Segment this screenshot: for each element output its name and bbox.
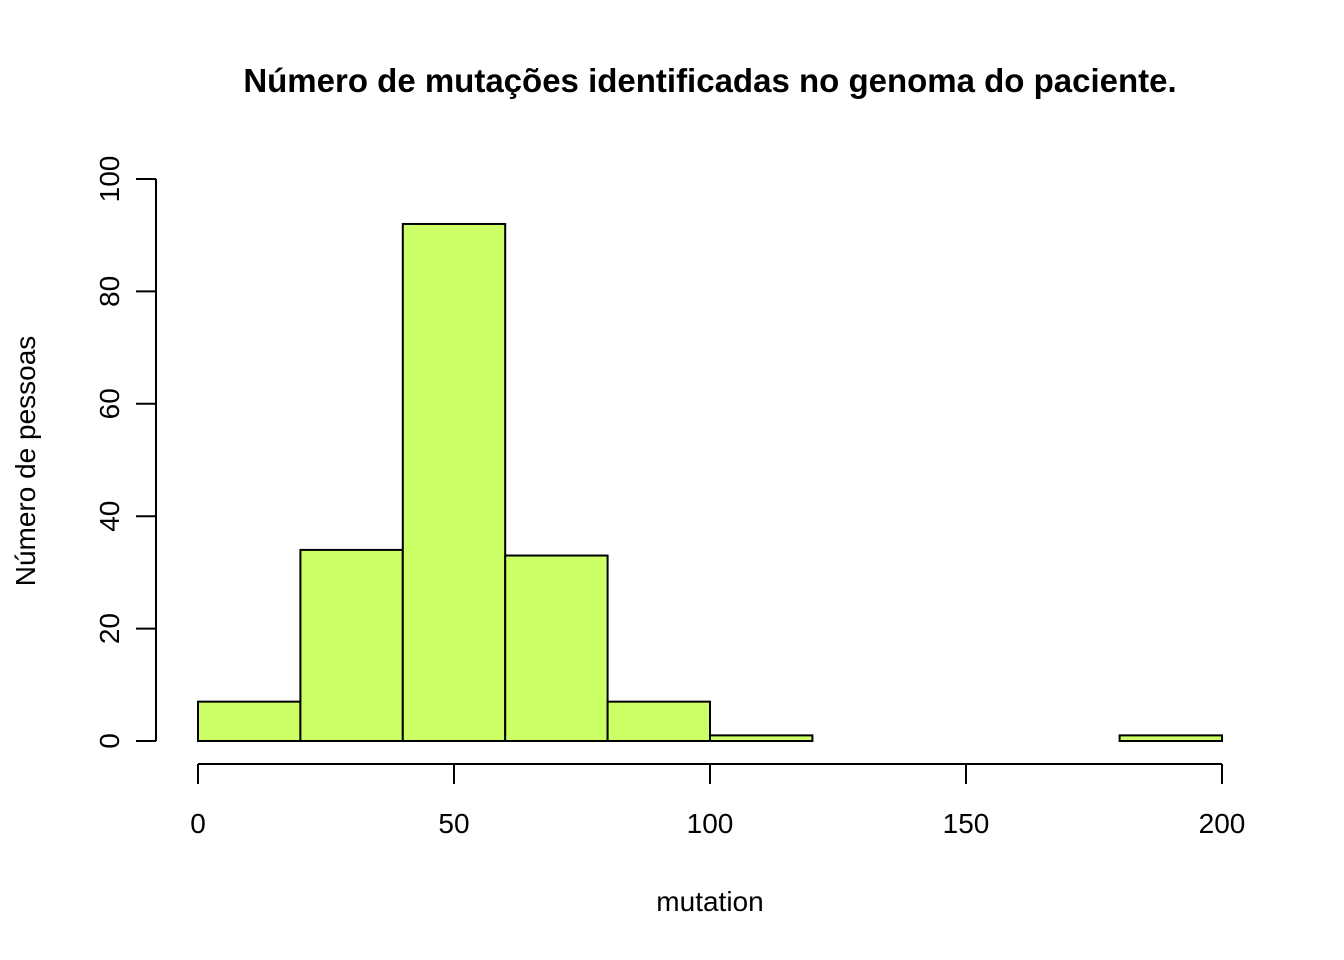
y-tick-label-2: 40 xyxy=(94,501,125,532)
y-tick-label-5: 100 xyxy=(94,156,125,203)
chart-title: Número de mutações identificadas no geno… xyxy=(243,62,1176,99)
y-axis: 0 20 40 60 80 100 xyxy=(94,156,157,749)
x-tick-label-1: 50 xyxy=(438,808,469,839)
histogram-bar-5 xyxy=(709,734,814,743)
histogram-bar-1 xyxy=(299,548,404,742)
histogram-bar-4 xyxy=(606,700,711,742)
x-tick-label-4: 200 xyxy=(1199,808,1246,839)
y-tick-label-4: 80 xyxy=(94,276,125,307)
histogram-bar-3 xyxy=(504,554,609,742)
x-axis-label: mutation xyxy=(656,886,763,917)
y-tick-label-3: 60 xyxy=(94,388,125,419)
y-tick-label-1: 20 xyxy=(94,613,125,644)
x-tick-label-0: 0 xyxy=(190,808,206,839)
histogram-bar-2 xyxy=(401,222,507,742)
y-axis-label: Número de pessoas xyxy=(10,336,41,587)
histogram-bar-9 xyxy=(1118,734,1223,743)
bars-layer xyxy=(197,222,1223,743)
x-axis: 0 50 100 150 200 xyxy=(190,763,1246,839)
histogram-bar-0 xyxy=(197,700,302,742)
y-tick-label-0: 0 xyxy=(94,733,125,749)
x-tick-label-3: 150 xyxy=(943,808,990,839)
x-tick-label-2: 100 xyxy=(687,808,734,839)
